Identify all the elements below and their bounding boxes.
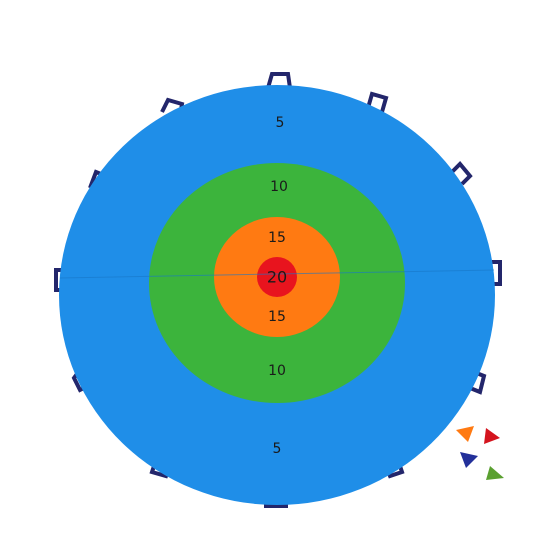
ring-label: 15 (268, 230, 286, 246)
ring-label: 20 (267, 268, 287, 287)
bullseye (257, 257, 297, 297)
ring-label: 5 (273, 441, 282, 457)
ring-label: 10 (268, 363, 286, 379)
seam (59, 269, 495, 279)
bean-bags (456, 426, 504, 480)
ring-label: 15 (268, 309, 286, 325)
ring-label: 5 (276, 115, 285, 131)
ring-label: 10 (270, 179, 288, 195)
